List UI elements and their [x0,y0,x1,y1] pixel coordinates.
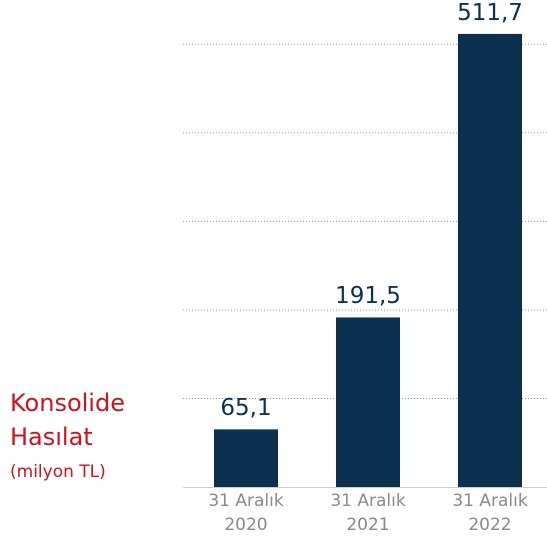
value-label: 65,1 [220,395,272,422]
x-tick-label: 31 Aralık 2022 [452,491,528,535]
x-tick-label: 31 Aralık 2021 [330,491,406,535]
bar [336,317,400,487]
x-tick-label: 31 Aralık 2020 [208,491,284,535]
bar [214,429,278,487]
chart-subtitle: (milyon TL) [10,462,106,482]
bar [458,33,522,488]
chart-title: Konsolide Hasılat [10,389,125,451]
value-label: 511,7 [457,0,523,26]
value-label: 191,5 [335,283,401,310]
